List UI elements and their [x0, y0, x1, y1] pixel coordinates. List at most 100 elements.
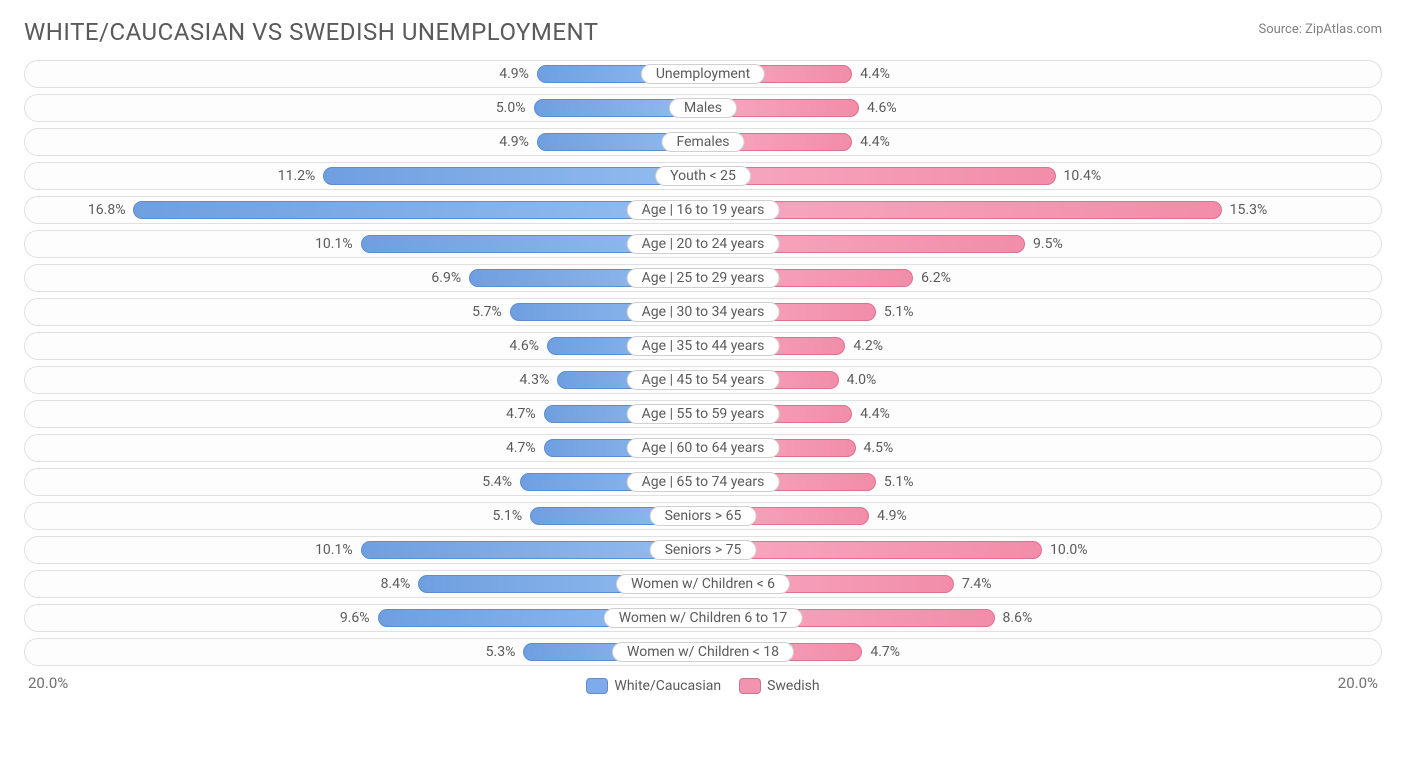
right-value: 4.4% — [852, 134, 898, 150]
chart-row: 5.1% 4.9% Seniors > 65 — [24, 502, 1382, 530]
row-right-half: 4.7% — [703, 639, 1381, 665]
row-label: Age | 55 to 59 years — [627, 404, 780, 424]
chart-row: 4.6% 4.2% Age | 35 to 44 years — [24, 332, 1382, 360]
chart-row: 4.9%4.4%Females — [24, 128, 1382, 156]
chart-row: 9.6% 8.6% Women w/ Children 6 to 17 — [24, 604, 1382, 632]
row-left-half: 5.4% — [25, 469, 703, 495]
row-left-half: 16.8% — [25, 197, 703, 223]
row-label: Males — [669, 98, 737, 118]
row-label: Seniors > 65 — [650, 506, 757, 526]
chart-row: 5.3% 4.7% Women w/ Children < 18 — [24, 638, 1382, 666]
chart-row: 11.2%10.4%Youth < 25 — [24, 162, 1382, 190]
left-value: 4.7% — [498, 440, 544, 456]
right-value: 9.5% — [1025, 236, 1071, 252]
row-label: Age | 45 to 54 years — [627, 370, 780, 390]
chart-row: 4.9% 4.4%Unemployment — [24, 60, 1382, 88]
row-right-half: 15.3% — [703, 197, 1381, 223]
row-label: Age | 16 to 19 years — [627, 200, 780, 220]
left-value: 5.1% — [484, 508, 530, 524]
chart-row: 10.1% 9.5% Age | 20 to 24 years — [24, 230, 1382, 258]
left-value: 6.9% — [423, 270, 469, 286]
chart-header: WHITE/CAUCASIAN VS SWEDISH UNEMPLOYMENT … — [24, 18, 1382, 46]
row-label: Women w/ Children < 18 — [612, 642, 794, 662]
row-left-half: 10.1% — [25, 537, 703, 563]
chart-source: Source: ZipAtlas.com — [1258, 22, 1382, 37]
left-value: 9.6% — [332, 610, 378, 626]
right-value: 8.6% — [995, 610, 1041, 626]
row-left-half: 4.3% — [25, 367, 703, 393]
chart-row: 4.7% 4.4% Age | 55 to 59 years — [24, 400, 1382, 428]
row-left-half: 6.9% — [25, 265, 703, 291]
left-value: 4.9% — [491, 134, 537, 150]
row-left-half: 4.6% — [25, 333, 703, 359]
chart-row: 4.7%4.5%Age | 60 to 64 years — [24, 434, 1382, 462]
right-value: 4.6% — [859, 100, 905, 116]
right-value: 4.0% — [839, 372, 885, 388]
row-left-half: 4.9% — [25, 129, 703, 155]
chart-row: 6.9% 6.2% Age | 25 to 29 years — [24, 264, 1382, 292]
right-value: 5.1% — [876, 304, 922, 320]
left-value: 16.8% — [80, 202, 134, 218]
left-value: 10.1% — [307, 236, 361, 252]
right-value: 6.2% — [913, 270, 959, 286]
row-left-half: 5.3% — [25, 639, 703, 665]
row-right-half: 6.2% — [703, 265, 1381, 291]
left-value: 8.4% — [373, 576, 419, 592]
legend-item-left: White/Caucasian — [586, 678, 721, 694]
row-left-half: 10.1% — [25, 231, 703, 257]
scale-label-right: 20.0% — [1338, 674, 1378, 692]
row-label: Age | 25 to 29 years — [627, 268, 780, 288]
left-value: 5.7% — [464, 304, 510, 320]
right-value: 7.4% — [954, 576, 1000, 592]
right-value: 15.3% — [1222, 202, 1276, 218]
left-value: 10.1% — [307, 542, 361, 558]
scale-label-left: 20.0% — [28, 674, 68, 692]
right-value: 10.0% — [1042, 542, 1096, 558]
row-right-half: 4.4% — [703, 129, 1381, 155]
row-right-half: 4.6% — [703, 95, 1381, 121]
legend-swatch-right — [739, 678, 761, 694]
legend-label-left: White/Caucasian — [614, 678, 721, 694]
row-right-half: 5.1% — [703, 299, 1381, 325]
chart-row: 8.4% 7.4% Women w/ Children < 6 — [24, 570, 1382, 598]
chart-row: 16.8% 15.3% Age | 16 to 19 years — [24, 196, 1382, 224]
left-value: 4.6% — [501, 338, 547, 354]
right-value: 10.4% — [1056, 168, 1110, 184]
chart-row: 5.0% 4.6% Males — [24, 94, 1382, 122]
row-left-half: 5.1% — [25, 503, 703, 529]
row-right-half: 4.2% — [703, 333, 1381, 359]
row-right-half: 4.0% — [703, 367, 1381, 393]
row-left-half: 5.0% — [25, 95, 703, 121]
chart-row: 10.1%10.0%Seniors > 75 — [24, 536, 1382, 564]
right-value: 4.2% — [845, 338, 891, 354]
left-value: 5.4% — [474, 474, 520, 490]
row-label: Age | 35 to 44 years — [627, 336, 780, 356]
legend-swatch-left — [586, 678, 608, 694]
row-label: Age | 20 to 24 years — [627, 234, 780, 254]
row-left-half: 4.7% — [25, 435, 703, 461]
chart-title: WHITE/CAUCASIAN VS SWEDISH UNEMPLOYMENT — [24, 18, 599, 46]
chart-footer: 20.0% White/Caucasian Swedish 20.0% — [24, 672, 1382, 700]
left-bar — [133, 201, 703, 219]
right-bar — [703, 201, 1222, 219]
left-value: 5.3% — [478, 644, 524, 660]
right-value: 4.4% — [852, 406, 898, 422]
chart-row: 5.7%5.1%Age | 30 to 34 years — [24, 298, 1382, 326]
row-label: Age | 65 to 74 years — [627, 472, 780, 492]
right-value: 4.9% — [869, 508, 915, 524]
row-label: Unemployment — [641, 64, 765, 84]
legend-label-right: Swedish — [767, 678, 820, 694]
left-value: 4.7% — [498, 406, 544, 422]
right-value: 4.5% — [856, 440, 902, 456]
right-value: 4.7% — [862, 644, 908, 660]
row-right-half: 10.0% — [703, 537, 1381, 563]
row-right-half: 7.4% — [703, 571, 1381, 597]
row-label: Women w/ Children 6 to 17 — [604, 608, 803, 628]
row-right-half: 10.4% — [703, 163, 1381, 189]
row-left-half: 11.2% — [25, 163, 703, 189]
row-label: Women w/ Children < 6 — [616, 574, 790, 594]
left-value: 4.9% — [491, 66, 537, 82]
row-left-half: 8.4% — [25, 571, 703, 597]
row-right-half: 9.5% — [703, 231, 1381, 257]
row-right-half: 4.4% — [703, 61, 1381, 87]
